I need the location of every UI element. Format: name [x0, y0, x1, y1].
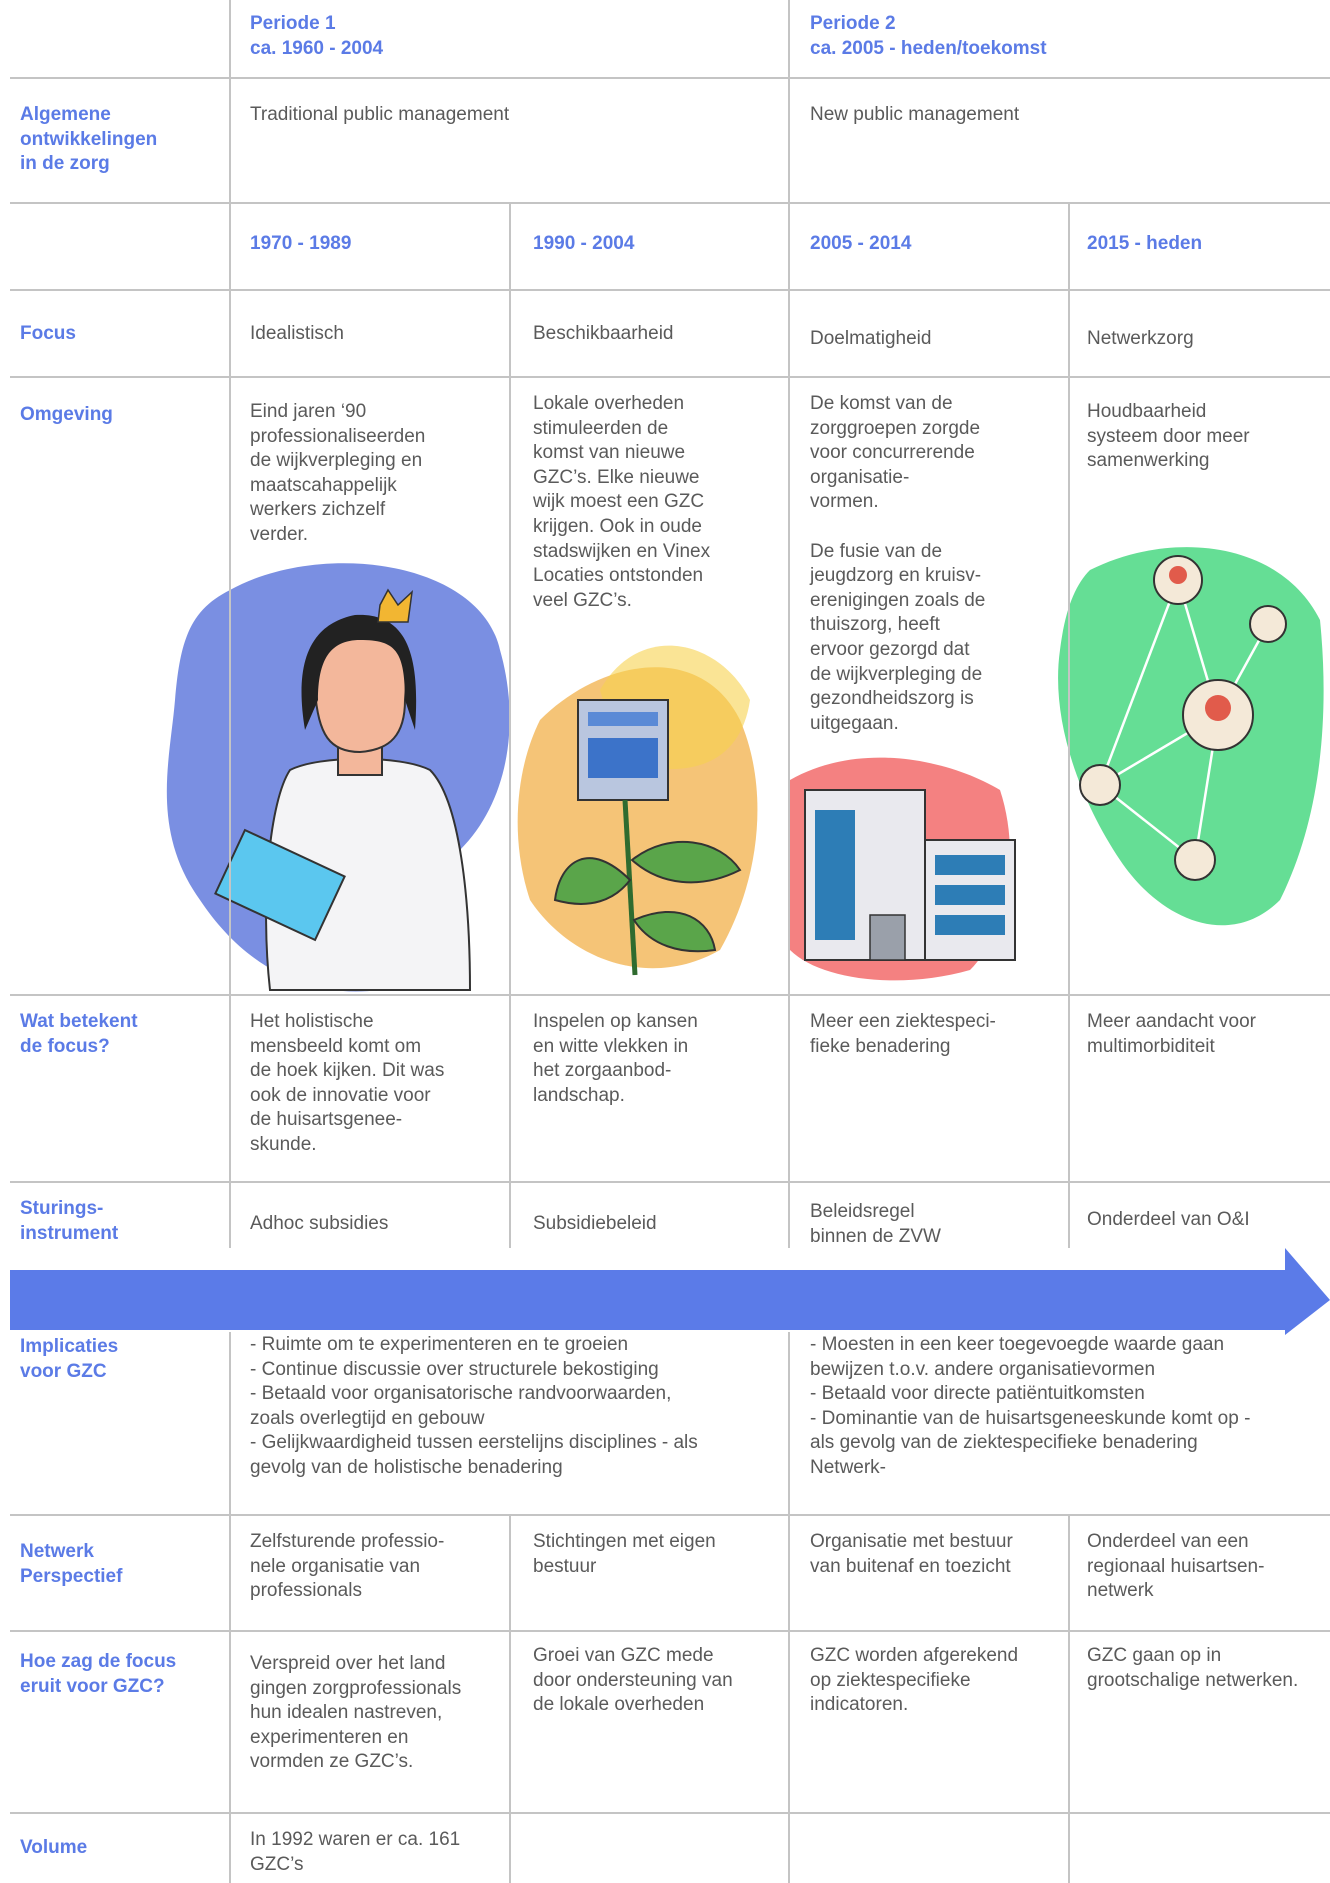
row-divider [10, 1514, 1330, 1516]
row-divider [10, 289, 1330, 291]
row-divider [10, 1630, 1330, 1632]
row-divider [10, 994, 1330, 996]
cell-text: GZC worden afgerekend op ziektespecifiek… [810, 1645, 1019, 1716]
plant-illustration [517, 645, 758, 976]
cell-text: - Ruimte om te experimenteren en te groe… [250, 1334, 698, 1478]
cell-text: Het holistische mensbeeld komt om de hoe… [250, 1011, 445, 1155]
column-divider [1068, 1514, 1070, 1883]
cell-text: New public management [810, 104, 1020, 125]
era-heading: 2005 - 2014 [810, 233, 912, 254]
period-title: Periode 2 [810, 13, 896, 34]
timeline-arrow [10, 1248, 1330, 1335]
era-heading: 1970 - 1989 [250, 233, 352, 254]
row-divider [10, 1812, 1330, 1814]
era-heading: 1990 - 2004 [533, 233, 635, 254]
row-divider [10, 1181, 1330, 1183]
cell-text: Onderdeel van een regionaal huisartsen- … [1087, 1531, 1265, 1602]
column-divider [509, 202, 511, 1248]
column-divider [229, 1332, 231, 1883]
period-range: ca. 1960 - 2004 [250, 38, 384, 59]
cell-text: Adhoc subsidies [250, 1213, 389, 1234]
row-divider [10, 202, 1330, 204]
cell-text: Verspreid over het land gingen zorgprofe… [250, 1653, 462, 1773]
cell-text: Groei van GZC mede door ondersteuning va… [533, 1645, 733, 1716]
cell-text: Meer aandacht voor multimorbiditeit [1087, 1011, 1256, 1057]
building-illustration [790, 757, 1016, 981]
cell-text: Subsidiebeleid [533, 1213, 657, 1234]
doctor-illustration [166, 563, 510, 992]
column-divider [788, 0, 790, 1248]
row-label: Focus [20, 323, 76, 344]
cell-text: Eind jaren ‘90 professionaliseerden de w… [250, 401, 426, 545]
row-label: Netwerk Perspectief [20, 1541, 123, 1587]
row-label: Volume [20, 1837, 88, 1858]
era-heading: 2015 - heden [1087, 233, 1203, 254]
cell-text: Stichtingen met eigen bestuur [533, 1531, 716, 1577]
cell-text: Inspelen op kansen en witte vlekken in h… [533, 1011, 698, 1106]
cell-text: Onderdeel van O&I [1087, 1209, 1250, 1230]
column-divider [1068, 202, 1070, 1248]
cell-text: In 1992 waren er ca. 161 GZC’s [250, 1829, 461, 1875]
cell-text: Houdbaarheid systeem door meer samenwerk… [1087, 401, 1250, 472]
row-label: Omgeving [20, 404, 113, 425]
cell-text: - Moesten in een keer toegevoegde waarde… [810, 1334, 1251, 1478]
cell-text: Traditional public management [250, 104, 510, 125]
cell-text: Netwerkzorg [1087, 328, 1194, 349]
cell-text: Idealistisch [250, 323, 344, 344]
cell-text: Zelfsturende professio- nele organisatie… [250, 1531, 445, 1602]
cell-text: Beleidsregel binnen de ZVW [810, 1201, 941, 1247]
cell-text: Doelmatigheid [810, 328, 932, 349]
period-range: ca. 2005 - heden/toekomst [810, 38, 1047, 59]
row-divider [10, 77, 1330, 79]
cell-text: Organisatie met bestuur van buitenaf en … [810, 1531, 1013, 1577]
period-title: Periode 1 [250, 13, 336, 34]
network-illustration [1058, 547, 1324, 926]
row-divider [10, 376, 1330, 378]
cell-text: Meer een ziektespeci- fieke benadering [810, 1011, 996, 1057]
cell-text: Beschikbaarheid [533, 323, 674, 344]
row-label: Hoe zag de focus eruit voor GZC? [20, 1651, 177, 1697]
row-label: Implicaties voor GZC [20, 1336, 119, 1382]
cell-text: GZC gaan op in grootschalige netwerken. [1087, 1645, 1299, 1691]
row-label: Wat betekent de focus? [20, 1011, 138, 1057]
cell-text: De komst van de zorggroepen zorgde voor … [810, 393, 986, 734]
row-label: Algemene ontwikkelingen in de zorg [20, 104, 158, 175]
column-divider [788, 1332, 790, 1883]
cell-text: Lokale overheden stimuleerden de komst v… [533, 393, 711, 611]
column-divider [509, 1514, 511, 1883]
column-divider [229, 0, 231, 1248]
row-label: Sturings- instrument [20, 1198, 119, 1244]
